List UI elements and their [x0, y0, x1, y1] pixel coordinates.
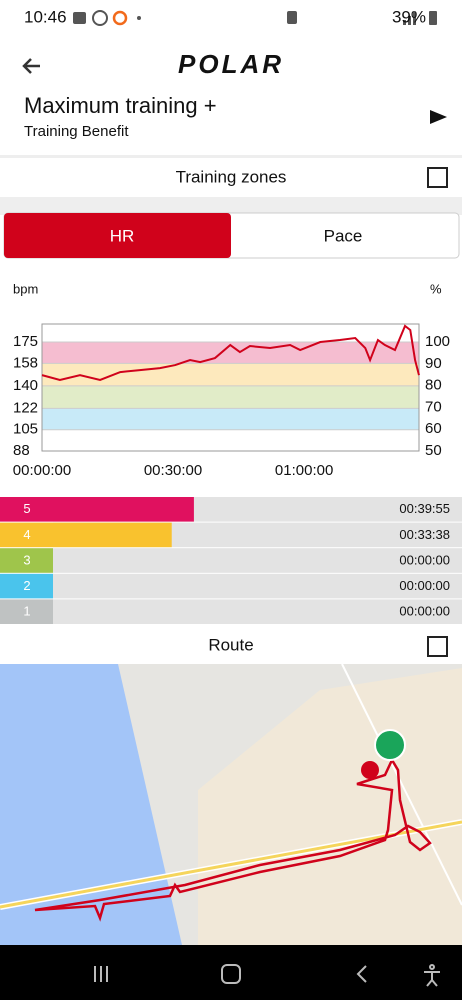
- zone-bars: 5 00:39:55 4 00:33:38 3 00:00:00 2 00:00:00 1 00:…: [0, 497, 462, 624]
- hr-line: [41, 324, 420, 382]
- y-axis-label: bpm: [13, 281, 38, 296]
- zone-label-bg: [0, 522, 53, 548]
- y2-tick-label: 90: [425, 355, 442, 372]
- tab-label[interactable]: Pace: [324, 226, 363, 245]
- subtitle: Training Benefit: [24, 123, 129, 140]
- title: Maximum training +: [24, 93, 217, 118]
- zone-bar: [53, 497, 194, 522]
- zone-bar: [53, 522, 172, 548]
- section-bar: [0, 626, 462, 664]
- zone-track: [53, 599, 462, 624]
- zone-track: [53, 548, 462, 573]
- y2-axis-label: %: [430, 281, 442, 296]
- status-icons: [73, 10, 437, 26]
- hr-chart: 88 105 122 140 158 175 50 60 70 80 90 100 00:00:00 00…: [13, 323, 450, 479]
- y-tick-label: 140: [13, 377, 38, 394]
- y-tick-label: 158: [13, 354, 38, 371]
- y-tick-label: 175: [13, 333, 38, 350]
- expand-icon[interactable]: [427, 167, 448, 188]
- nav-bar: [0, 945, 462, 1000]
- section-title: Route: [208, 635, 253, 654]
- zone-time: 00:39:55: [399, 501, 450, 516]
- zone-track: [53, 573, 462, 599]
- y2-tick-label: 100: [425, 333, 450, 350]
- zone-time: 00:00:00: [399, 578, 450, 593]
- zone-label-bg: [0, 599, 53, 624]
- back-button[interactable]: [22, 58, 40, 74]
- zone-time: 00:33:38: [399, 527, 450, 542]
- y2-tick-label: 60: [425, 420, 442, 437]
- zone-label: 3: [23, 552, 30, 567]
- tab-label: HR: [110, 226, 135, 245]
- expand-icon[interactable]: [427, 636, 448, 657]
- zone-band: [42, 342, 419, 364]
- y2-tick-label: 50: [425, 442, 442, 459]
- zone-band: [42, 408, 419, 430]
- status-time: 10:46: [24, 7, 67, 26]
- y2-tick-label: 70: [425, 398, 442, 415]
- y-tick-label: 122: [13, 399, 38, 416]
- x-tick-label: 01:00:00: [275, 462, 333, 479]
- x-tick-label: 00:30:00: [144, 462, 202, 479]
- zone-time: 00:00:00: [399, 552, 450, 567]
- zone-time: 00:00:00: [399, 604, 450, 619]
- zone-label: 1: [23, 604, 30, 619]
- plot-frame: [41, 323, 420, 452]
- nav-buttons[interactable]: [94, 964, 440, 987]
- y-tick-label: 88: [13, 442, 30, 459]
- x-tick-label: 00:00:00: [13, 462, 71, 479]
- zone-band: [42, 363, 419, 386]
- play-button[interactable]: [430, 110, 447, 124]
- zone-label-bg: [0, 573, 53, 599]
- y2-tick-label: 80: [425, 377, 442, 394]
- zone-label-bg: [0, 548, 53, 573]
- y-tick-label: 105: [13, 421, 38, 438]
- map[interactable]: [0, 663, 462, 945]
- zone-label: 5: [23, 501, 30, 516]
- zone-label: 4: [23, 527, 30, 542]
- zone-label-bg: [0, 497, 53, 522]
- zone-label: 2: [23, 578, 30, 593]
- battery: 39%: [392, 7, 426, 26]
- logo: POLAR: [178, 49, 284, 79]
- section-title: Training zones: [176, 167, 287, 186]
- tab-hr[interactable]: [4, 213, 231, 258]
- section-bar: [0, 158, 462, 197]
- zone-band: [42, 385, 419, 409]
